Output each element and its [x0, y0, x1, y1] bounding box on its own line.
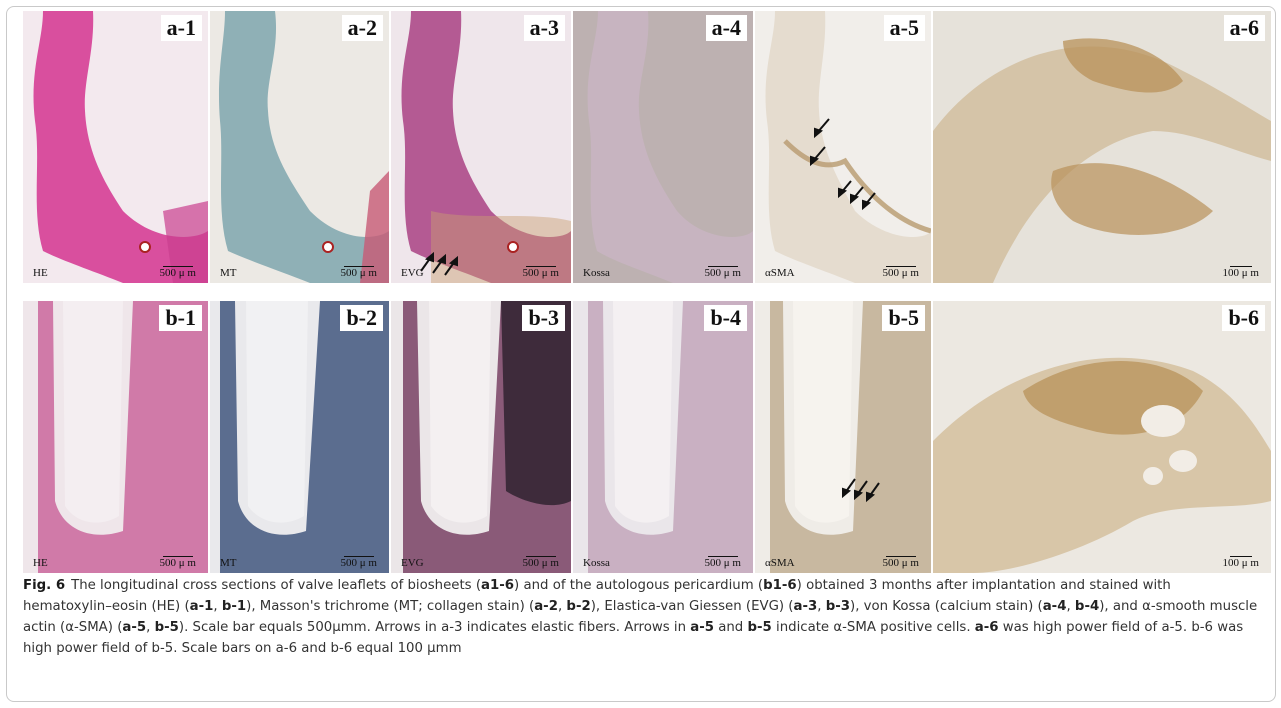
tissue-ihc-b — [933, 357, 1271, 573]
caption-panel-ref: a-5 — [690, 620, 714, 635]
caption-run: was high power field of a-5. b-6 was hig… — [23, 620, 1244, 656]
caption-panel-ref: a-3 — [793, 599, 818, 614]
tissue-he-a — [33, 11, 208, 283]
caption-text: The longitudinal cross sections of valve… — [23, 578, 1257, 656]
scale-bar: 500 μ m — [522, 556, 559, 569]
panel-a-1: a-1 HE 500 μ m — [23, 11, 208, 283]
caption-panel-ref: b-1 — [221, 599, 247, 614]
caption-run: ) and of the autologous pericardium ( — [514, 578, 764, 593]
scale-bar: 500 μ m — [340, 556, 377, 569]
arrow-markers — [420, 251, 458, 276]
caption-run: , — [817, 599, 826, 614]
panel-a-2: a-2 MT 500 μ m — [210, 11, 389, 283]
caption-run: , — [557, 599, 567, 614]
caption-run: ), Masson's trichrome (MT; collagen stai… — [246, 599, 535, 614]
panel-label: b-2 — [340, 305, 383, 331]
panel-a-6: a-6 100 μ m — [933, 11, 1271, 283]
panel-label: b-4 — [704, 305, 747, 331]
caption-run: ), Elastica-van Giessen (EVG) ( — [590, 599, 794, 614]
caption-run: , — [213, 599, 222, 614]
panel-label: a-2 — [341, 15, 383, 41]
caption-run: indicate α-SMA positive cells. — [771, 620, 975, 635]
panel-label: b-5 — [882, 305, 925, 331]
panel-label: a-5 — [883, 15, 925, 41]
tissue-kossa-b — [588, 301, 753, 573]
panel-b-5: b-5 αSMA 500 μ m — [755, 301, 931, 573]
caption-panel-ref: a-2 — [534, 599, 558, 614]
caption-run: ). Scale bar equals 500μmm. Arrows in a-… — [178, 620, 691, 635]
scale-bar: 500 μ m — [882, 266, 919, 279]
panel-label: a-6 — [1223, 15, 1265, 41]
caption-run: ), von Kossa (calcium stain) ( — [850, 599, 1043, 614]
stain-label: EVG — [401, 557, 424, 569]
scale-bar: 500 μ m — [340, 266, 377, 279]
panel-a-4: a-4 Kossa 500 μ m — [573, 11, 753, 283]
stain-label: Kossa — [583, 267, 610, 279]
caption-panel-ref: b-4 — [1074, 599, 1100, 614]
panel-b-6: b-6 100 μ m — [933, 301, 1271, 573]
panel-label: a-3 — [523, 15, 565, 41]
tissue-asma-b — [770, 301, 931, 573]
caption-panel-ref: a-1 — [189, 599, 214, 614]
tissue-ihc-a — [933, 38, 1271, 283]
caption-panel-ref: b-5 — [154, 620, 179, 635]
panel-label: b-6 — [1222, 305, 1265, 331]
scale-bar: 100 μ m — [1222, 266, 1259, 279]
stain-label: MT — [220, 557, 237, 569]
caption-panel-ref: b-5 — [747, 620, 772, 635]
stain-label: HE — [33, 267, 48, 279]
tissue-kossa-a — [587, 11, 753, 283]
caption-panel-ref: a1-6 — [481, 578, 515, 593]
scale-bar: 100 μ m — [1222, 556, 1259, 569]
figure-caption: Fig. 6 The longitudinal cross sections of… — [23, 575, 1261, 659]
caption-panel-ref: a-5 — [122, 620, 147, 635]
tissue-asma-a — [765, 11, 931, 283]
tissue-evg-b — [403, 301, 571, 573]
panel-label: b-3 — [522, 305, 565, 331]
panel-b-4: b-4 Kossa 500 μ m — [573, 301, 753, 573]
scale-bar: 500 μ m — [704, 556, 741, 569]
caption-panel-ref: a-4 — [1042, 599, 1067, 614]
figure-label: Fig. 6 — [23, 578, 66, 593]
stain-label: Kossa — [583, 557, 610, 569]
caption-panel-ref: b-3 — [825, 599, 850, 614]
figure-frame: a-1 HE 500 μ m a-2 MT 500 μ m — [6, 6, 1276, 702]
stain-label: MT — [220, 267, 237, 279]
panel-label: a-1 — [160, 15, 202, 41]
scale-bar: 500 μ m — [159, 556, 196, 569]
panel-b-1: b-1 HE 500 μ m — [23, 301, 208, 573]
panel-b-2: b-2 MT 500 μ m — [210, 301, 389, 573]
caption-run: The longitudinal cross sections of valve… — [71, 578, 482, 593]
panel-b-3: b-3 EVG 500 μ m — [391, 301, 571, 573]
scale-bar: 500 μ m — [522, 266, 559, 279]
panel-grid: a-1 HE 500 μ m a-2 MT 500 μ m — [23, 11, 1275, 573]
scale-bar: 500 μ m — [882, 556, 919, 569]
tissue-evg-a — [401, 11, 571, 283]
panel-label: b-1 — [159, 305, 202, 331]
caption-run: , — [146, 620, 155, 635]
caption-panel-ref: b1-6 — [763, 578, 797, 593]
arrow-markers — [842, 478, 880, 503]
caption-panel-ref: b-2 — [566, 599, 591, 614]
tissue-he-b — [38, 301, 208, 573]
caption-run: , — [1066, 599, 1075, 614]
tissue-mt-a — [218, 11, 389, 283]
tissue-mt-b — [220, 301, 389, 573]
stain-label: αSMA — [765, 267, 795, 279]
panel-a-5: a-5 αSMA 500 μ m — [755, 11, 931, 283]
caption-run: ), and α-smooth muscle actin (α-SMA) ( — [23, 599, 1258, 635]
arrow-markers — [810, 118, 876, 211]
stain-label: αSMA — [765, 557, 795, 569]
panel-a-3: a-3 EVG 500 μ m — [391, 11, 571, 283]
stain-label: EVG — [401, 267, 424, 279]
caption-run: ) obtained 3 months after implantation a… — [23, 578, 1171, 614]
caption-panel-ref: a-6 — [974, 620, 999, 635]
stain-label: HE — [33, 557, 48, 569]
scale-bar: 500 μ m — [704, 266, 741, 279]
scale-bar: 500 μ m — [159, 266, 196, 279]
panel-label: a-4 — [705, 15, 747, 41]
caption-run: and — [714, 620, 748, 635]
